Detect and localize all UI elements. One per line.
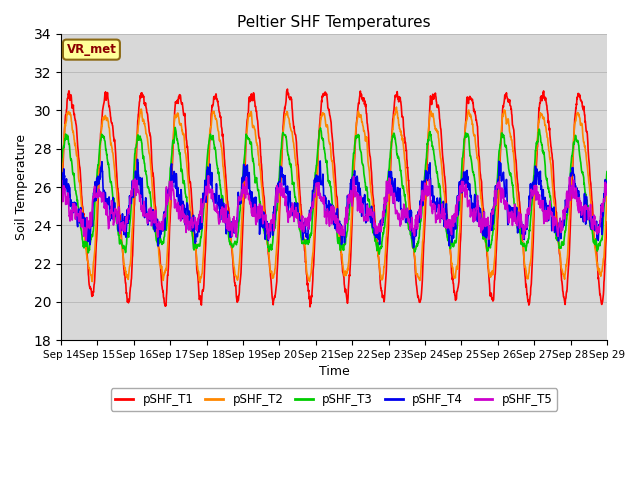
pSHF_T1	[307, 304, 314, 310]
Line: pSHF_T3: pSHF_T3	[61, 128, 607, 254]
pSHF_T2	[603, 193, 611, 199]
pSHF_T1	[323, 94, 331, 100]
pSHF_T4	[588, 223, 595, 229]
pSHF_T4	[134, 156, 141, 162]
pSHF_T4	[603, 179, 611, 184]
pSHF_T4	[588, 226, 595, 232]
pSHF_T3	[172, 125, 179, 131]
pSHF_T5	[205, 173, 212, 179]
pSHF_T2	[588, 206, 595, 212]
pSHF_T2	[57, 198, 65, 204]
pSHF_T1	[588, 189, 595, 194]
pSHF_T3	[85, 248, 93, 253]
Legend: pSHF_T1, pSHF_T2, pSHF_T3, pSHF_T4, pSHF_T5: pSHF_T1, pSHF_T2, pSHF_T3, pSHF_T4, pSHF…	[111, 388, 557, 411]
pSHF_T3	[308, 216, 316, 221]
pSHF_T1	[85, 279, 93, 285]
pSHF_T2	[196, 280, 204, 286]
pSHF_T3	[588, 226, 595, 232]
pSHF_T5	[83, 238, 90, 243]
pSHF_T1	[588, 192, 595, 198]
pSHF_T4	[488, 217, 495, 223]
pSHF_T5	[603, 182, 611, 188]
pSHF_T5	[588, 226, 595, 231]
Line: pSHF_T5: pSHF_T5	[61, 176, 607, 240]
pSHF_T3	[323, 158, 331, 164]
pSHF_T2	[392, 104, 400, 110]
pSHF_T4	[57, 174, 65, 180]
pSHF_T4	[410, 245, 417, 251]
pSHF_T5	[323, 214, 331, 219]
pSHF_T1	[284, 86, 291, 92]
pSHF_T4	[323, 206, 331, 212]
X-axis label: Time: Time	[319, 365, 349, 378]
Y-axis label: Soil Temperature: Soil Temperature	[15, 134, 28, 240]
pSHF_T1	[488, 291, 495, 297]
Title: Peltier SHF Temperatures: Peltier SHF Temperatures	[237, 15, 431, 30]
pSHF_T2	[588, 212, 595, 218]
pSHF_T5	[588, 222, 595, 228]
pSHF_T2	[308, 255, 316, 261]
pSHF_T3	[588, 227, 595, 232]
pSHF_T5	[85, 220, 93, 226]
Line: pSHF_T4: pSHF_T4	[61, 159, 607, 248]
pSHF_T1	[603, 219, 611, 225]
pSHF_T3	[603, 169, 611, 175]
pSHF_T4	[308, 195, 316, 201]
pSHF_T5	[488, 212, 495, 217]
pSHF_T2	[488, 270, 495, 276]
pSHF_T1	[57, 211, 65, 216]
pSHF_T2	[323, 122, 331, 128]
pSHF_T4	[85, 226, 93, 232]
pSHF_T5	[308, 199, 316, 205]
Text: VR_met: VR_met	[67, 43, 116, 56]
pSHF_T1	[308, 281, 316, 287]
pSHF_T2	[85, 265, 93, 271]
pSHF_T3	[488, 240, 495, 246]
Line: pSHF_T2: pSHF_T2	[61, 107, 607, 283]
pSHF_T3	[57, 165, 65, 171]
pSHF_T5	[57, 182, 65, 188]
pSHF_T3	[375, 252, 383, 257]
Line: pSHF_T1: pSHF_T1	[61, 89, 607, 307]
